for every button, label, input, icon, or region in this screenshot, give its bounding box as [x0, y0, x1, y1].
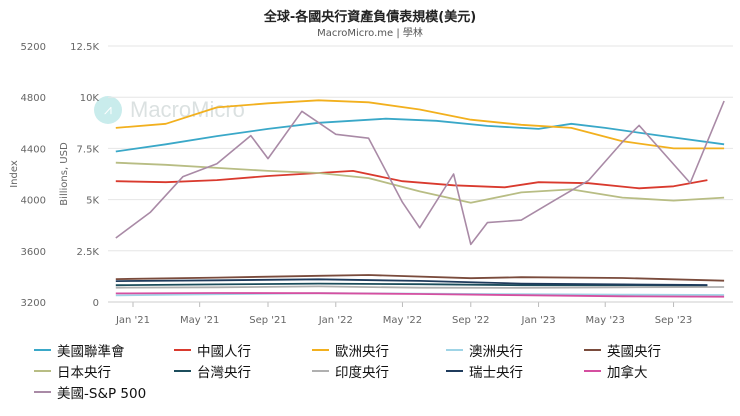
series-line-5 — [115, 161, 725, 204]
x-tick-label: Jan '23 — [521, 315, 556, 326]
left-axis-title: Index — [9, 160, 20, 188]
chart-logo-icon: ⩘ — [94, 96, 122, 124]
legend-swatch — [584, 349, 601, 351]
watermark-text: MacroMicro — [130, 97, 245, 122]
right-tick-label: 7.5K — [77, 144, 100, 155]
legend-swatch — [584, 370, 601, 372]
legend-item[interactable]: 印度央行 — [312, 361, 389, 381]
legend-swatch — [446, 370, 463, 372]
legend-label: 中國人行 — [197, 344, 251, 360]
legend-label: 美國-S&P 500 — [57, 386, 147, 402]
x-tick-label: Sep '22 — [452, 315, 490, 326]
x-tick-label: Sep '23 — [655, 315, 693, 326]
series-line-1 — [115, 170, 708, 190]
left-tick-label: 3600 — [21, 247, 46, 258]
legend-item[interactable]: 英國央行 — [584, 340, 661, 360]
left-tick-label: 4800 — [21, 93, 46, 104]
legend-swatch — [446, 349, 463, 351]
legend-label: 英國央行 — [607, 344, 661, 360]
legend-label: 加拿大 — [607, 365, 648, 381]
x-tick-label: May '22 — [383, 315, 422, 326]
legend-swatch — [174, 349, 191, 351]
legend-label: 瑞士央行 — [469, 365, 523, 381]
x-tick-label: May '23 — [586, 315, 625, 326]
legend-item[interactable]: 日本央行 — [34, 361, 111, 381]
legend-label: 歐洲央行 — [335, 344, 389, 360]
right-tick-label: 0 — [93, 298, 99, 309]
legend-item[interactable]: 加拿大 — [584, 361, 648, 381]
legend-swatch — [34, 349, 51, 351]
series-line-0 — [115, 117, 725, 153]
left-tick-label: 4000 — [21, 196, 46, 207]
legend-swatch — [34, 391, 51, 393]
series-line-8 — [115, 278, 708, 286]
x-tick-label: Jan '22 — [318, 315, 353, 326]
series-line-4 — [115, 274, 725, 282]
legend-label: 台灣央行 — [197, 365, 251, 381]
legend-swatch — [34, 370, 51, 372]
right-tick-label: 12.5K — [70, 42, 99, 53]
x-tick-label: May '21 — [180, 315, 219, 326]
legend-swatch — [312, 370, 329, 372]
right-tick-label: 2.5K — [77, 247, 100, 258]
series-line-9 — [115, 292, 725, 298]
legend-item[interactable]: 歐洲央行 — [312, 340, 389, 360]
legend-label: 印度央行 — [335, 365, 389, 381]
series-line-10 — [115, 100, 725, 246]
legend-item[interactable]: 瑞士央行 — [446, 361, 523, 381]
chart-subtitle: MacroMicro.me | 學林 — [317, 28, 423, 39]
right-tick-label: 10K — [80, 93, 100, 104]
legend-label: 澳洲央行 — [469, 344, 523, 360]
watermark: ⩘ MacroMicro — [94, 96, 245, 124]
legend-item[interactable]: 台灣央行 — [174, 361, 251, 381]
x-tick-label: Sep '21 — [249, 315, 287, 326]
left-tick-label: 4400 — [21, 144, 46, 155]
series-line-2 — [115, 99, 725, 150]
legend-item[interactable]: 美國-S&P 500 — [34, 382, 146, 402]
legend-label: 日本央行 — [57, 365, 111, 381]
chart-area: 5200 12.5K 4800 10K 4400 7.5K 4000 5K 3600 2.5K 32… — [9, 42, 733, 326]
right-tick-label: 5K — [86, 196, 99, 207]
chart-title: 全球-各國央行資產負債表規模(美元) — [263, 10, 477, 25]
legend-item[interactable]: 澳洲央行 — [446, 340, 523, 360]
legend-swatch — [174, 370, 191, 372]
left-tick-label: 5200 — [21, 42, 46, 53]
left-tick-label: 3200 — [21, 298, 46, 309]
right-axis-title: Billions, USD — [59, 142, 70, 206]
x-tick-label: Jan '21 — [115, 315, 150, 326]
legend-item[interactable]: 中國人行 — [174, 340, 251, 360]
legend-swatch — [312, 349, 329, 351]
series-line-7 — [115, 285, 725, 289]
legend-item[interactable]: 美國聯準會 — [34, 340, 125, 360]
legend-label: 美國聯準會 — [57, 344, 125, 360]
